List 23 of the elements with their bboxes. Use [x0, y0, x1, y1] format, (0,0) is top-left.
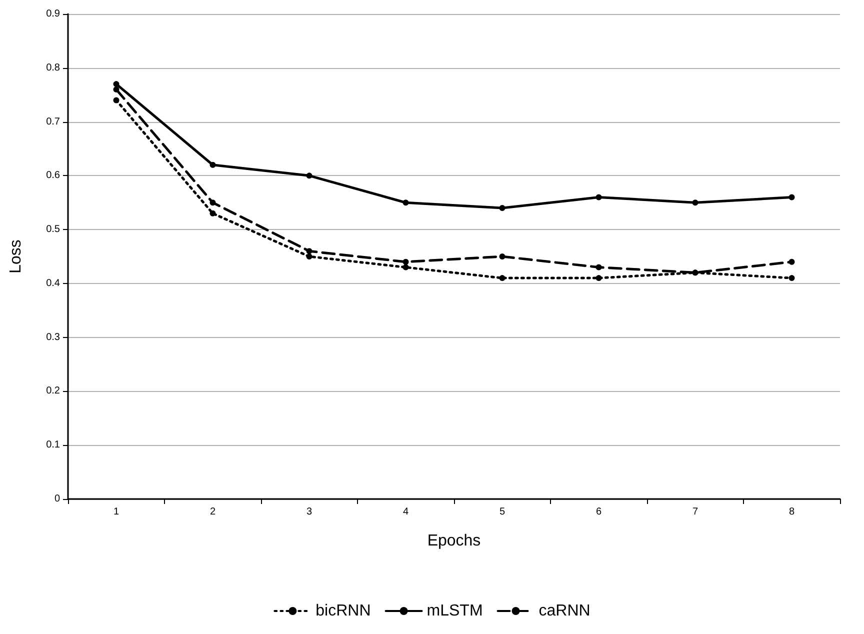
y-axis-title: Loss	[8, 240, 24, 274]
legend-label: mLSTM	[426, 602, 483, 620]
x-tick-label: 2	[210, 506, 216, 518]
y-tick-label: 0.3	[46, 332, 60, 343]
y-tick-label: 0.5	[46, 224, 60, 236]
x-axis-title: Epochs	[427, 532, 481, 550]
legend-label: bicRNN	[316, 602, 371, 620]
y-tick-label: 0.4	[46, 278, 60, 289]
x-tick-label: 1	[113, 506, 120, 518]
y-tick-label: 0.7	[46, 116, 60, 128]
x-tick-label: 4	[402, 506, 409, 518]
x-tick-label: 5	[499, 506, 506, 518]
x-tick-label: 6	[596, 506, 602, 518]
x-tick-label: 7	[692, 506, 698, 518]
y-tick-label: 0.8	[46, 62, 60, 74]
x-tick-label: 3	[306, 506, 312, 518]
y-tick-label: 0.2	[46, 386, 60, 397]
y-tick-label: 0.6	[46, 170, 60, 182]
y-tick-label: 0.9	[46, 8, 60, 20]
legend-label: caRNN	[538, 602, 590, 620]
x-tick-label: 8	[788, 506, 795, 518]
y-tick-label: 0.1	[46, 440, 60, 451]
y-tick-label: 0	[54, 494, 60, 504]
